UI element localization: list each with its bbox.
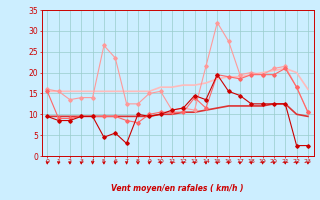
X-axis label: Vent moyen/en rafales ( km/h ): Vent moyen/en rafales ( km/h ) (111, 184, 244, 193)
